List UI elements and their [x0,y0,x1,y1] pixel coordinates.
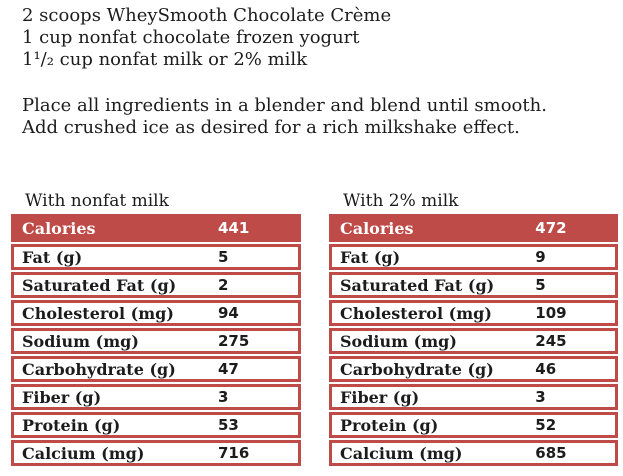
row-label-cell: Fat (g) [340,247,401,267]
table-row: Carbohydrate (g) 46 [329,356,618,382]
ingredient-line: 1 cup nonfat chocolate frozen yogurt [22,27,360,48]
instruction-line: Place all ingredients in a blender and b… [22,95,547,116]
table-row: Saturated Fat (g) 2 [11,272,301,298]
row-value-cell: 47 [217,360,239,378]
row-label-cell: Cholesterol (mg) [340,303,492,323]
table-row: Saturated Fat (g) 5 [329,272,618,298]
row-value-cell: 94 [217,304,239,322]
table-title: With 2% milk [343,191,459,211]
table-row: Sodium (mg) 245 [329,328,618,354]
row-value-cell: 109 [535,304,567,322]
table-row: Calcium (mg) 716 [11,440,301,466]
table-row: Fiber (g) 3 [11,384,301,410]
table-row: Fat (g) 5 [11,244,301,270]
row-label-cell: Fiber (g) [22,387,102,407]
row-value-cell: 46 [535,360,557,378]
row-value-cell: 3 [217,388,229,406]
table-body: Fat (g) 9 Saturated Fat (g) 5 Cholesterol (m… [329,244,618,466]
row-label-cell: Fiber (g) [340,387,420,407]
row-value-cell: 53 [217,416,239,434]
nutrition-table-2percent: With 2% milk Calories 472 Fat (g) 9 Satura… [329,191,618,466]
row-label-cell: Sodium (mg) [340,331,457,351]
table-header-row: Calories 472 [329,214,618,242]
table-row: Cholesterol (mg) 94 [11,300,301,326]
row-value-cell: 52 [535,416,557,434]
ingredient-line: 1¹/₂ cup nonfat milk or 2% milk [22,49,308,70]
row-value-cell: 716 [217,444,250,462]
table-row: Protein (g) 53 [11,412,301,438]
row-value-cell: 245 [535,332,567,350]
table-row: Sodium (mg) 275 [11,328,301,354]
row-label-cell: Saturated Fat (g) [22,275,177,295]
row-label-cell: Sodium (mg) [22,331,139,351]
table-row: Fat (g) 9 [329,244,618,270]
table-row: Calcium (mg) 685 [329,440,618,466]
table-row: Cholesterol (mg) 109 [329,300,618,326]
row-label-cell: Saturated Fat (g) [340,275,495,295]
row-value-cell: 9 [535,248,546,266]
header-label-cell: Calories [340,218,414,238]
row-label-cell: Carbohydrate (g) [22,359,176,379]
row-label-cell: Protein (g) [340,415,439,435]
table-header-row: Calories 441 [11,214,301,242]
table-row: Fiber (g) 3 [329,384,618,410]
row-label-cell: Carbohydrate (g) [340,359,494,379]
row-value-cell: 5 [217,248,229,266]
instructions: Place all ingredients in a blender and b… [22,95,547,139]
header-value-cell: 472 [535,219,567,237]
ingredient-list: 2 scoops WheySmooth Chocolate Crème 1 cu… [22,5,391,71]
row-value-cell: 275 [217,332,250,350]
row-value-cell: 3 [535,388,546,406]
row-label-cell: Fat (g) [22,247,83,267]
instruction-line: Add crushed ice as desired for a rich mi… [22,117,520,138]
ingredient-line: 2 scoops WheySmooth Chocolate Crème [22,5,392,26]
row-label-cell: Protein (g) [22,415,121,435]
header-value-cell: 441 [217,219,250,237]
row-label-cell: Cholesterol (mg) [22,303,174,323]
header-label-cell: Calories [22,218,96,238]
row-value-cell: 685 [535,444,567,462]
row-value-cell: 2 [217,276,229,294]
nutrition-table-nonfat: With nonfat milk Calories 441 Fat (g) 5 Sa… [11,191,301,466]
table-title: With nonfat milk [25,191,169,211]
row-value-cell: 5 [535,276,546,294]
table-row: Protein (g) 52 [329,412,618,438]
row-label-cell: Calcium (mg) [340,443,463,463]
table-body: Fat (g) 5 Saturated Fat (g) 2 Cholesterol (m… [11,244,301,466]
table-row: Carbohydrate (g) 47 [11,356,301,382]
row-label-cell: Calcium (mg) [22,443,145,463]
